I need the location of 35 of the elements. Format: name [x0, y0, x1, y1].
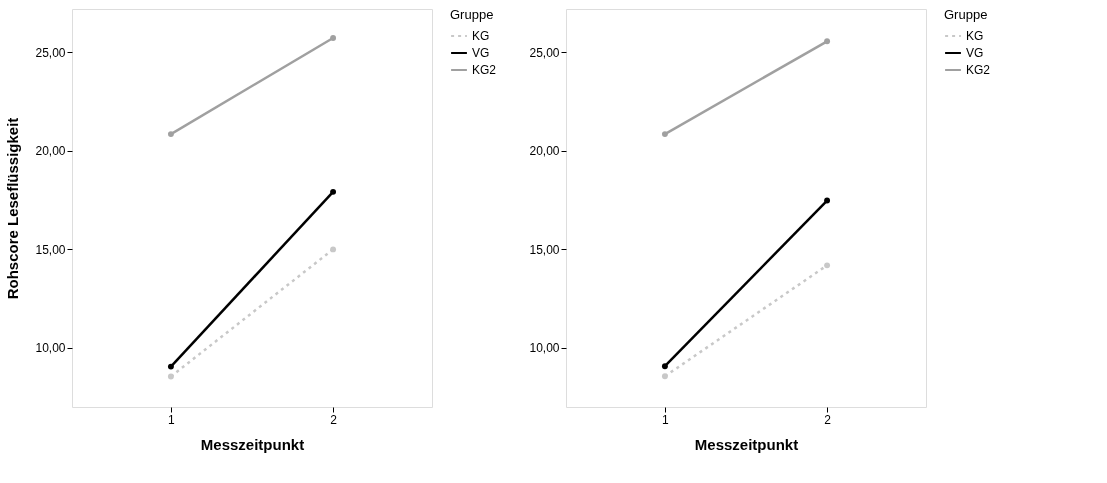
x-tick-label: 1 [662, 412, 670, 427]
y-tick-label: 20,00 [529, 144, 560, 159]
y-tick-label: 25,00 [35, 45, 66, 60]
point [661, 363, 668, 370]
point [824, 262, 831, 269]
x-tick-label: 1 [168, 412, 176, 427]
legend-label: KG2 [472, 63, 497, 77]
x-tick-label: 2 [330, 412, 338, 427]
point [167, 373, 174, 380]
point [824, 38, 831, 45]
legend-label: VG [966, 46, 984, 60]
x-axis-title: Messzeitpunkt [200, 435, 305, 453]
point [661, 131, 668, 138]
point [167, 131, 174, 138]
legend-label: VG [472, 46, 490, 60]
point [824, 197, 831, 204]
legend-title: Gruppe [944, 7, 988, 22]
point [330, 35, 337, 41]
legend-label: KG [966, 29, 984, 43]
point [661, 373, 668, 380]
y-tick-label: 15,00 [529, 242, 560, 257]
legend-label: KG [472, 29, 490, 43]
y-tick-label: 10,00 [529, 341, 560, 356]
y-tick-label: 20,00 [35, 144, 66, 159]
y-tick-label: 25,00 [529, 45, 560, 60]
x-axis-title: Messzeitpunkt [694, 435, 799, 453]
point [330, 246, 337, 253]
point [167, 363, 174, 370]
legend-label: KG2 [966, 63, 991, 77]
legend-title: Gruppe [450, 7, 494, 22]
y-axis-title: Rohscore Leseflüssigkeit [4, 117, 22, 300]
x-tick-label: 2 [824, 412, 832, 427]
y-tick-label: 15,00 [35, 242, 66, 257]
y-tick-label: 10,00 [35, 341, 66, 356]
point [330, 188, 337, 195]
